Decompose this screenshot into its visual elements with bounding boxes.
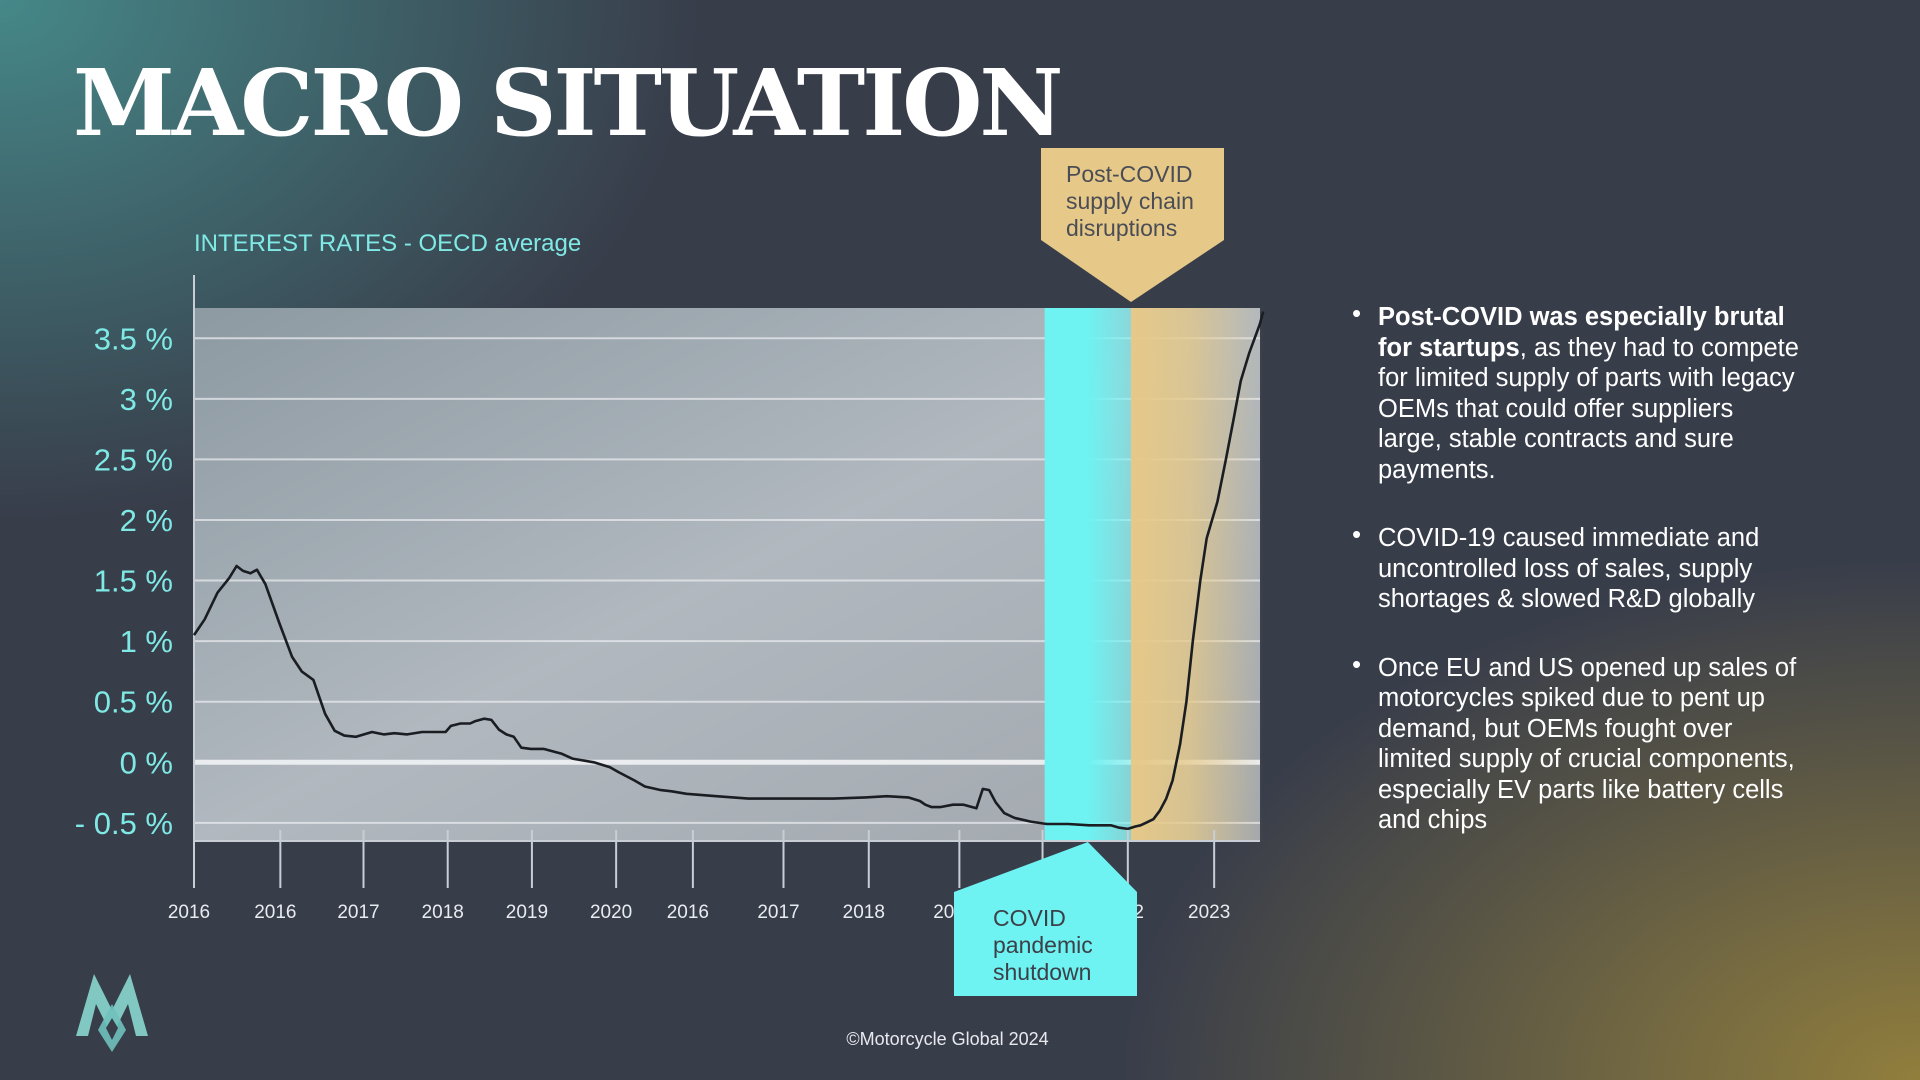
y-tick-label: 2.5 % [94,442,173,477]
interest-rate-line [192,311,1265,831]
y-tick-label: 1 % [120,624,173,659]
x-tick-label: 2016 [254,902,296,923]
y-tick-label: 0.5 % [94,685,173,720]
covid-band [1044,308,1132,841]
x-tick-label: 2017 [337,902,379,923]
post-covid-callout-label: disruptions [1066,215,1177,241]
x-tick-label: 2020 [590,902,632,923]
post-covid-callout-label: supply chain [1066,188,1194,214]
x-tick-label: 2016 [667,902,709,923]
x-tick-label: 2019 [506,902,548,923]
covid-callout [954,842,1137,996]
post-covid-callout [1041,148,1224,302]
chart-title: INTEREST RATES - OECD average [194,230,582,257]
y-tick-label: 3 % [120,382,173,417]
covid-callout-label: shutdown [993,959,1091,985]
y-tick-label: 0 % [120,745,173,780]
page-title: MACRO SITUATION [73,49,1063,157]
x-tick-label: 2023 [1188,902,1230,923]
x-tick-label: 2016 [168,902,210,923]
bullet-bold: Post-COVID was especially brutal for sta… [1378,303,1785,362]
covid-callout-label: pandemic [993,932,1093,958]
covid-callout-label: COVID [993,905,1066,931]
x-tick-label: 2018 [843,902,885,923]
bullet-text: , as they had to compete for limited sup… [1378,333,1799,484]
bullet-text: Once EU and US opened up sales of motorc… [1378,653,1797,835]
y-tick-label: 2 % [120,503,173,538]
bullet-list: Post-COVID was especially brutal for sta… [1352,298,1802,874]
y-tick-label: - 0.5 % [75,806,173,841]
footer-copyright: ©Motorcycle Global 2024 [846,1029,1049,1049]
bullet-item: COVID-19 caused immediate and uncontroll… [1352,519,1802,615]
y-tick-label: 3.5 % [94,321,173,356]
post-covid-callout-label: Post-COVID [1066,161,1193,187]
x-tick-label: 2017 [757,902,799,923]
bullet-item: Once EU and US opened up sales of motorc… [1352,649,1802,836]
bullet-text: COVID-19 caused immediate and uncontroll… [1378,524,1760,613]
bullet-item: Post-COVID was especially brutal for sta… [1352,298,1802,485]
motorcycle-global-logo-icon [76,974,148,1052]
post_covid-band [1131,308,1264,841]
x-tick-label: 2018 [422,902,464,923]
y-tick-label: 1.5 % [94,564,173,599]
